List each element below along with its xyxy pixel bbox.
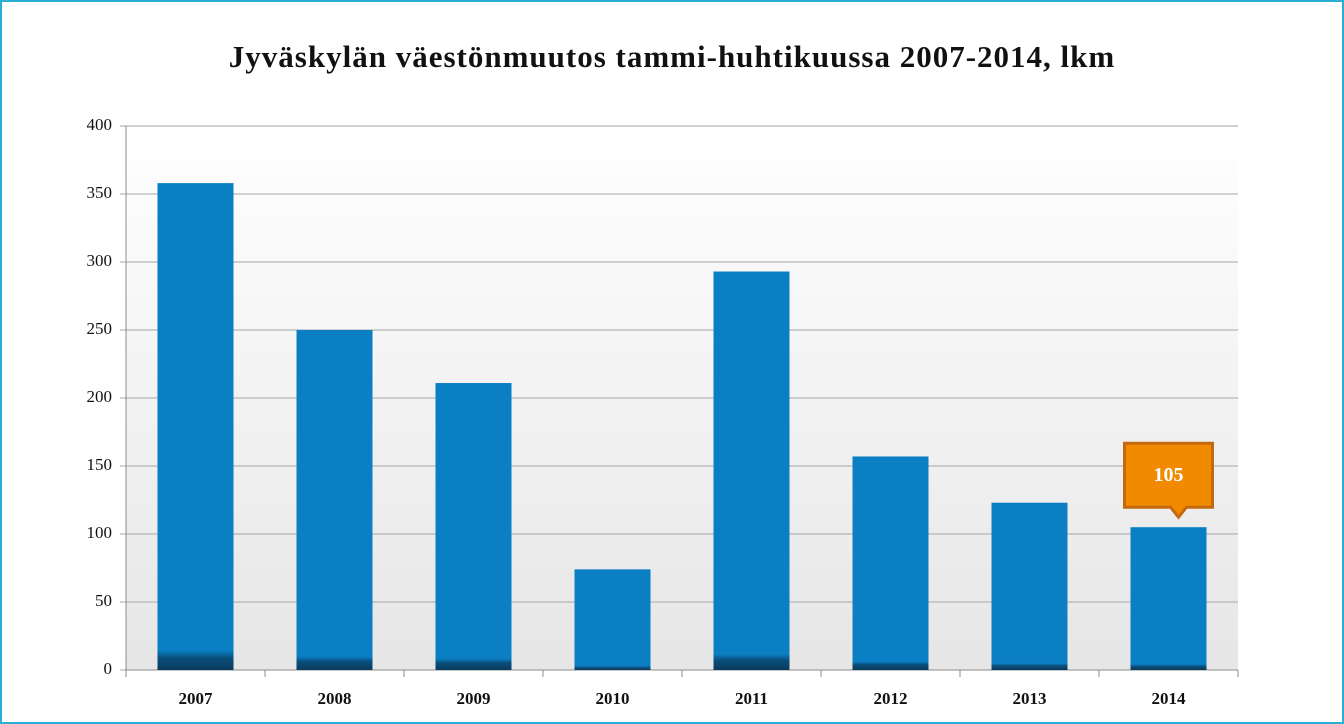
x-tick-label: 2010 [596, 689, 630, 708]
callout [1123, 441, 1214, 520]
y-tick-label: 150 [87, 455, 113, 474]
bar [713, 271, 790, 670]
x-tick-label: 2011 [735, 689, 768, 708]
y-tick-label: 300 [87, 251, 113, 270]
bar [991, 502, 1068, 670]
y-tick-label: 350 [87, 183, 113, 202]
bar [852, 456, 929, 670]
y-tick-label: 100 [87, 523, 113, 542]
chart-title: Jyväskylän väestönmuutos tammi-huhtikuus… [229, 39, 1115, 74]
x-tick-label: 2009 [457, 689, 491, 708]
value-label: 105 [1154, 464, 1184, 486]
x-tick-label: 2008 [318, 689, 352, 708]
x-tick-label: 2012 [874, 689, 908, 708]
y-tick-label: 0 [104, 659, 113, 678]
x-tick-label: 2013 [1013, 689, 1047, 708]
bar [296, 330, 373, 670]
y-tick-label: 200 [87, 387, 113, 406]
y-tick-label: 50 [95, 591, 112, 610]
bar [435, 383, 512, 670]
y-tick-label: 250 [87, 319, 113, 338]
bar [157, 183, 234, 670]
bar [1130, 527, 1207, 670]
bar [574, 569, 651, 670]
x-tick-label: 2014 [1152, 689, 1187, 708]
x-tick-label: 2007 [179, 689, 214, 708]
y-tick-label: 400 [87, 115, 113, 134]
